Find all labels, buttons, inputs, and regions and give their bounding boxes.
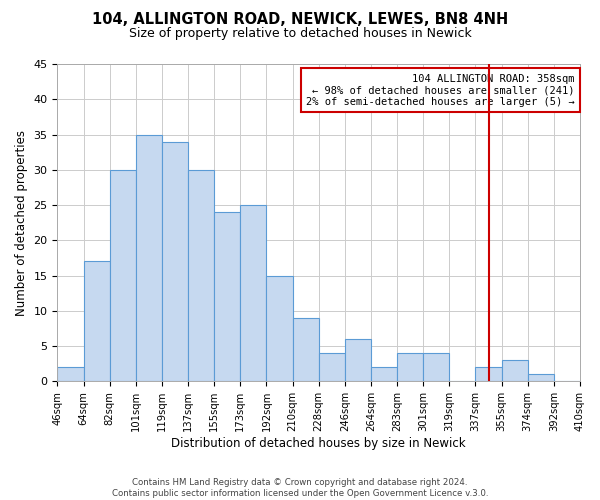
Bar [83, 262, 110, 382]
Bar [528, 374, 554, 382]
Bar [345, 339, 371, 382]
Y-axis label: Number of detached properties: Number of detached properties [15, 130, 28, 316]
Bar [188, 170, 214, 382]
Text: 104, ALLINGTON ROAD, NEWICK, LEWES, BN8 4NH: 104, ALLINGTON ROAD, NEWICK, LEWES, BN8 … [92, 12, 508, 28]
Bar [162, 142, 188, 382]
Bar [266, 276, 293, 382]
Bar [475, 367, 502, 382]
Text: Contains HM Land Registry data © Crown copyright and database right 2024.
Contai: Contains HM Land Registry data © Crown c… [112, 478, 488, 498]
Text: 104 ALLINGTON ROAD: 358sqm
← 98% of detached houses are smaller (241)
2% of semi: 104 ALLINGTON ROAD: 358sqm ← 98% of deta… [306, 74, 575, 106]
Bar [58, 367, 83, 382]
X-axis label: Distribution of detached houses by size in Newick: Distribution of detached houses by size … [172, 437, 466, 450]
Bar [423, 353, 449, 382]
Bar [214, 212, 241, 382]
Bar [319, 353, 345, 382]
Text: Size of property relative to detached houses in Newick: Size of property relative to detached ho… [128, 28, 472, 40]
Bar [136, 134, 162, 382]
Bar [110, 170, 136, 382]
Bar [293, 318, 319, 382]
Bar [241, 205, 266, 382]
Bar [397, 353, 423, 382]
Bar [502, 360, 528, 382]
Bar [371, 367, 397, 382]
